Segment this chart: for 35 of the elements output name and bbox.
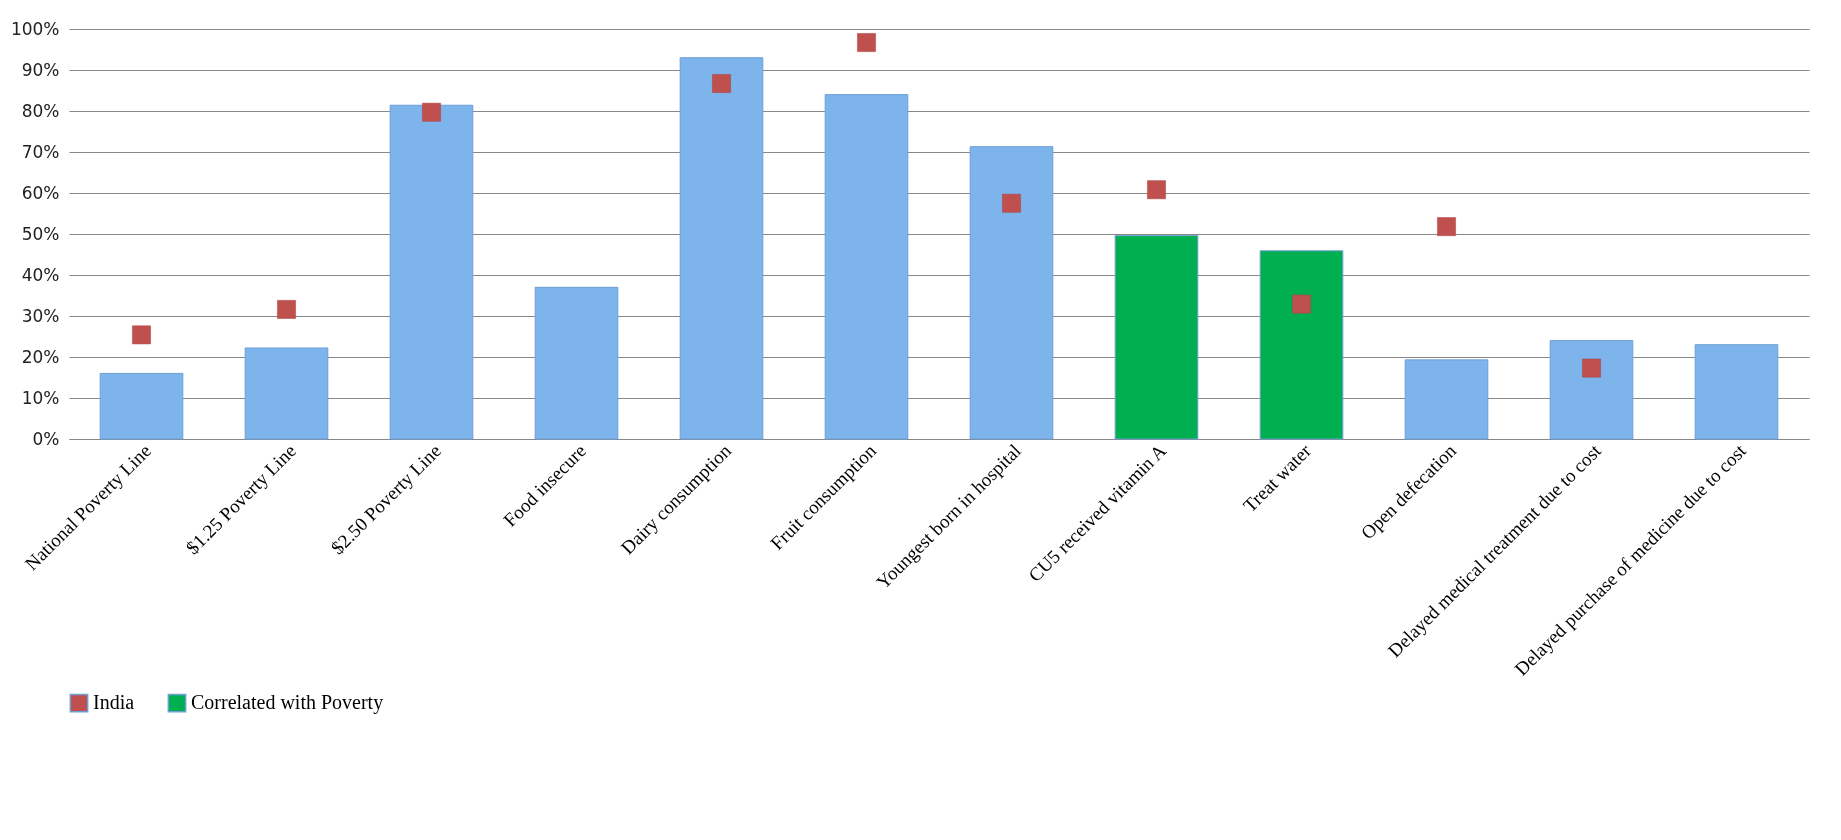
point — [1147, 180, 1166, 200]
y-tick-label: 50% — [21, 223, 60, 244]
y-tick-label: 20% — [21, 346, 60, 367]
bar — [969, 146, 1054, 440]
bar — [679, 57, 764, 440]
point — [1437, 217, 1456, 236]
bar — [1114, 235, 1199, 440]
bar — [244, 347, 329, 440]
y-tick-label: 0% — [32, 428, 60, 449]
bar — [1549, 340, 1634, 440]
y-tick-label: 30% — [21, 305, 60, 326]
point — [422, 102, 441, 122]
y-tick-label: 40% — [21, 264, 60, 285]
legend-label: Correlated with Poverty — [191, 691, 384, 715]
bar — [1404, 359, 1489, 440]
bar — [1694, 344, 1779, 440]
point — [1582, 358, 1601, 378]
point — [1292, 294, 1311, 314]
point — [712, 74, 731, 93]
y-tick-label: 60% — [21, 182, 60, 203]
point — [1002, 193, 1021, 213]
y-tick-label: 10% — [21, 387, 60, 408]
bar — [534, 286, 619, 440]
bar — [824, 94, 909, 440]
legend-label: India — [93, 691, 135, 714]
y-tick-label: 90% — [21, 59, 60, 80]
y-tick-label: 100% — [10, 18, 60, 39]
bar — [389, 104, 474, 440]
y-tick-label: 70% — [21, 141, 60, 162]
y-tick-label: 80% — [21, 100, 60, 121]
bar — [1259, 250, 1344, 440]
point — [132, 325, 151, 345]
point — [277, 300, 296, 319]
point — [857, 33, 876, 52]
bar — [99, 372, 184, 440]
